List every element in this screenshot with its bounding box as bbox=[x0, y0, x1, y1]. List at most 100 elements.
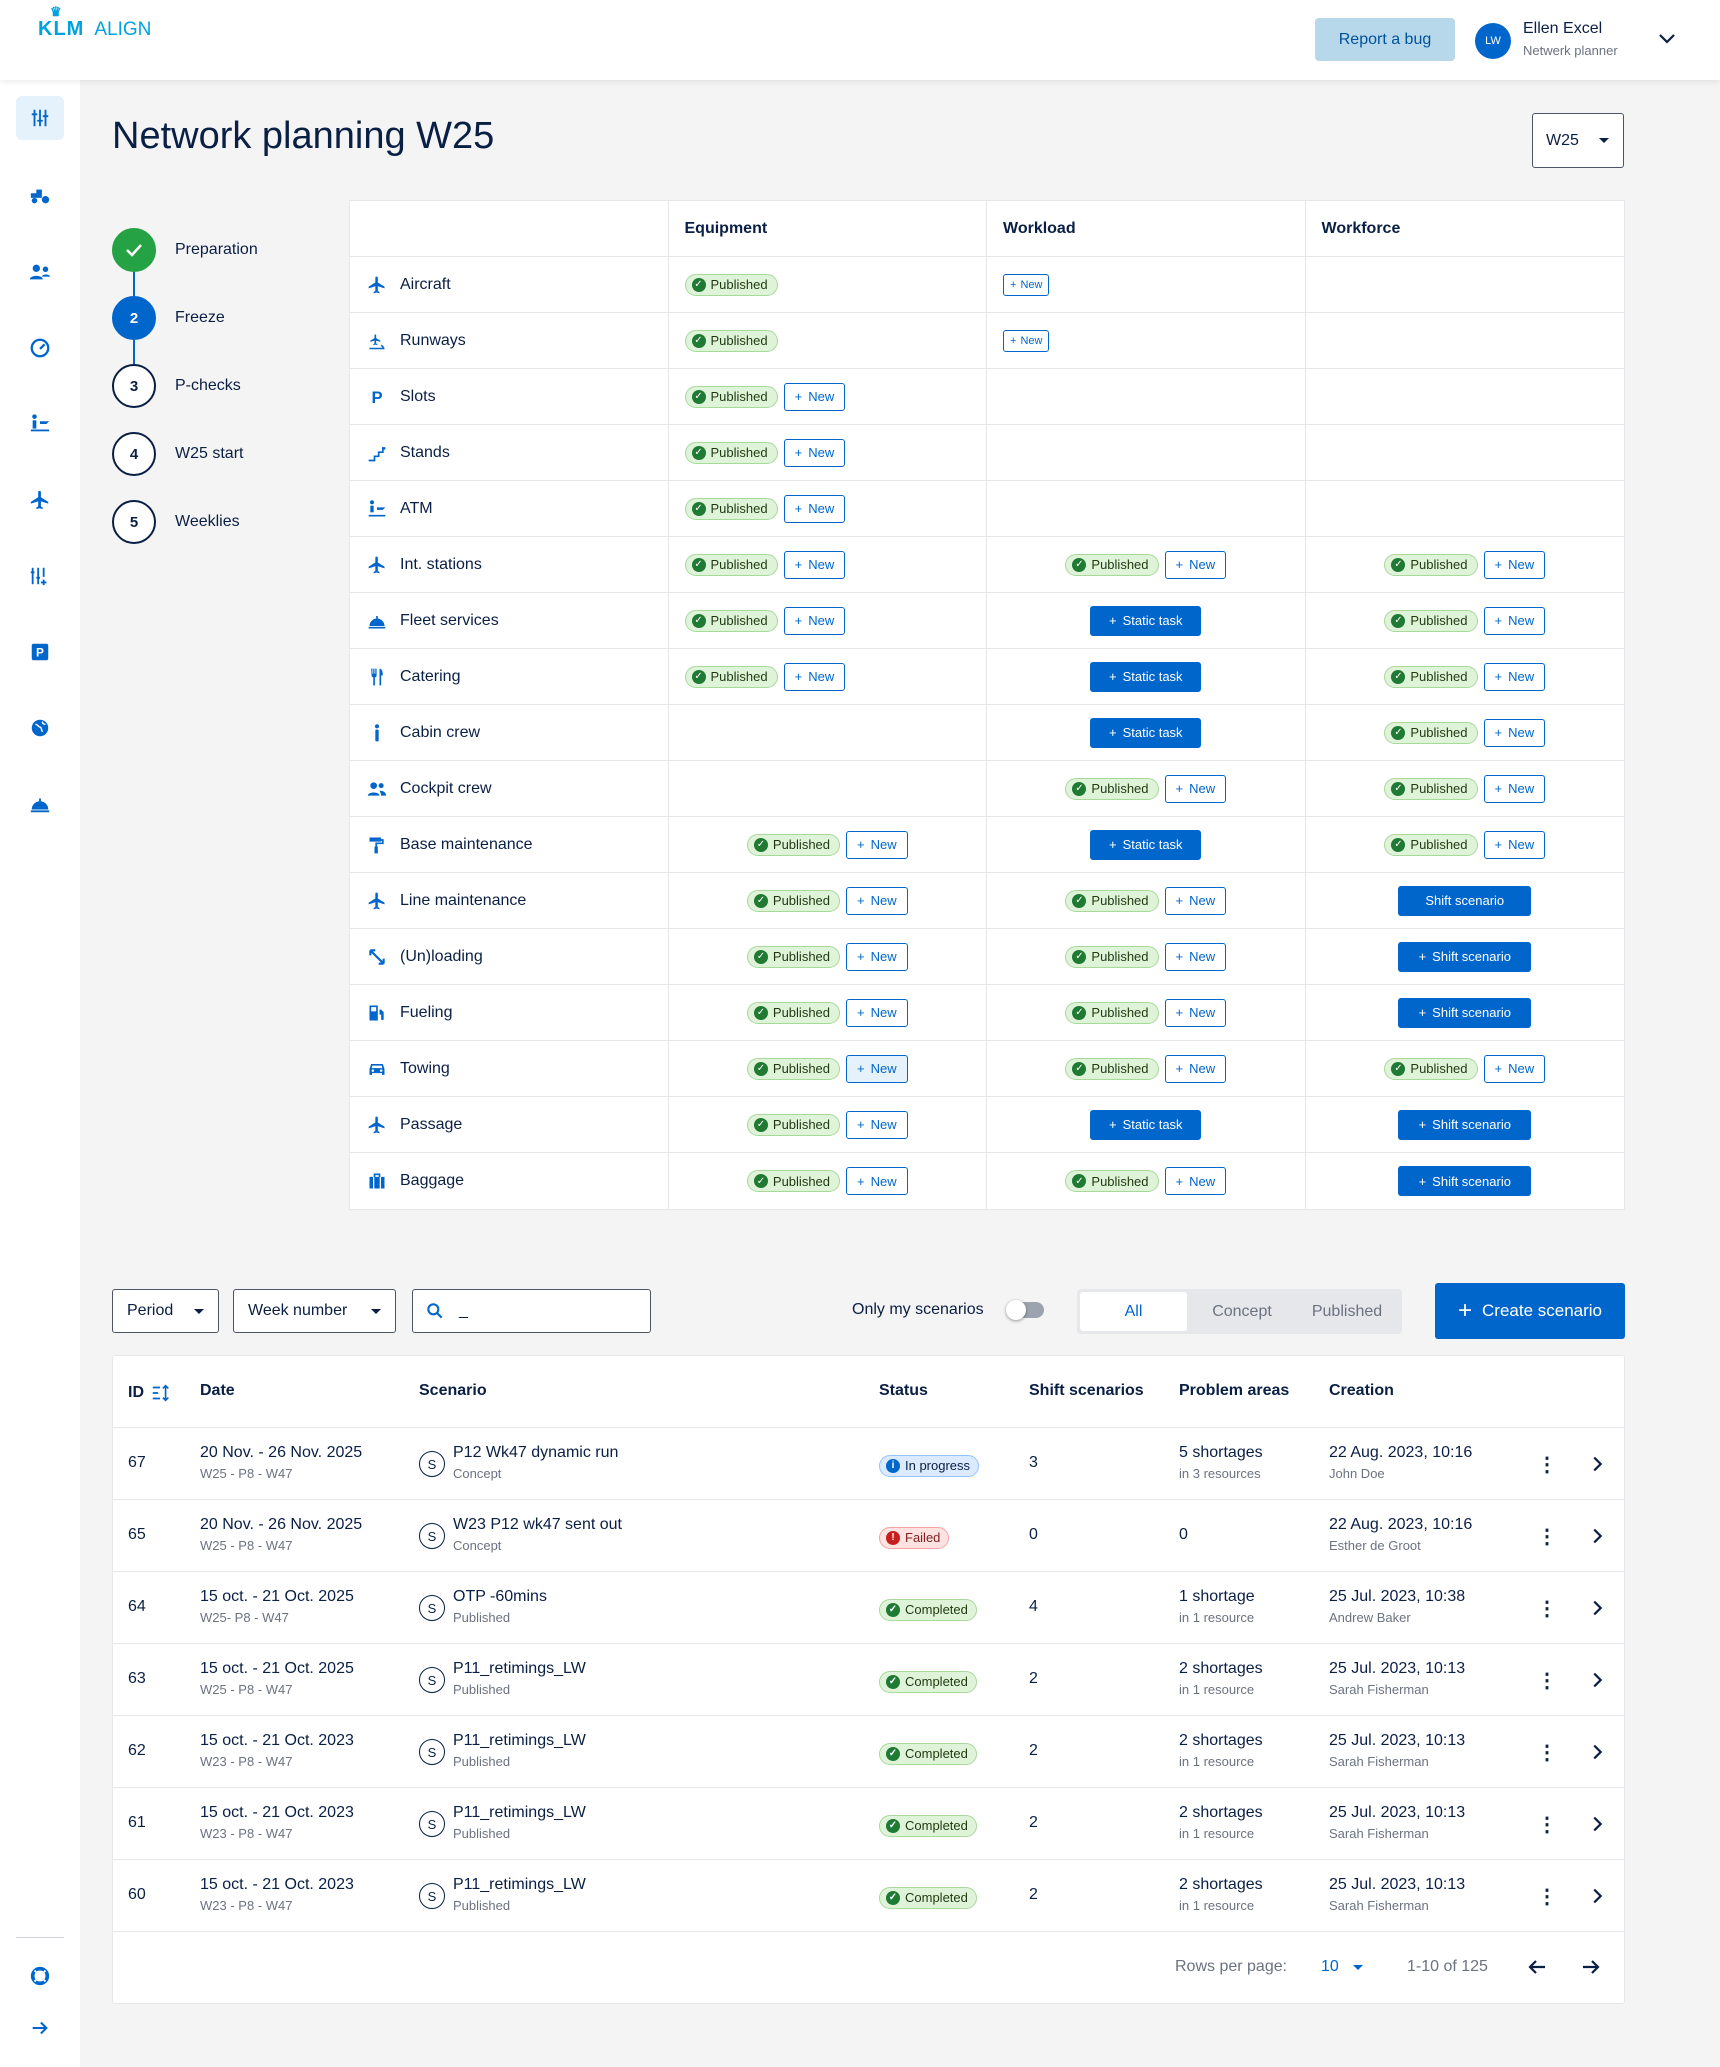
segment-concept[interactable]: Concept bbox=[1212, 1302, 1272, 1320]
new-button[interactable]: + New bbox=[846, 1167, 908, 1195]
new-button[interactable]: + New bbox=[1483, 606, 1546, 635]
new-button[interactable]: + New bbox=[783, 662, 846, 691]
step-p-checks[interactable]: 3 P-checks bbox=[112, 364, 312, 408]
table-row[interactable]: 65 20 Nov. - 26 Nov. 2025 W25 - P8 - W47 S W… bbox=[113, 1500, 1624, 1572]
passenger-icon[interactable] bbox=[16, 402, 64, 446]
segment-all[interactable]: All bbox=[1080, 1292, 1187, 1331]
shift-scenario-button[interactable]: + Shift scenario bbox=[1398, 941, 1532, 972]
segment-published[interactable]: Published bbox=[1311, 1302, 1383, 1320]
new-button[interactable]: + New bbox=[1164, 774, 1227, 803]
new-label: New bbox=[1189, 1173, 1216, 1189]
column-id[interactable]: ID bbox=[128, 1382, 172, 1404]
new-button[interactable]: + New bbox=[1483, 662, 1546, 691]
new-button[interactable]: + New bbox=[783, 550, 846, 579]
new-button[interactable]: + New bbox=[1483, 1054, 1546, 1083]
shift-scenario-button[interactable]: + Shift scenario bbox=[1398, 1109, 1532, 1140]
more-options-icon[interactable]: ⋮ bbox=[1537, 1885, 1557, 1908]
chevron-right-icon[interactable] bbox=[1586, 1597, 1608, 1619]
step-preparation[interactable]: Preparation bbox=[112, 228, 312, 272]
table-row[interactable]: 63 15 oct. - 21 Oct. 2025 W25 - P8 - W47 S P… bbox=[113, 1644, 1624, 1716]
shift-scenario-button[interactable]: + Shift scenario bbox=[1398, 997, 1532, 1028]
search-input[interactable]: _ bbox=[412, 1289, 651, 1333]
static-task-button[interactable]: + Static task bbox=[1090, 1109, 1202, 1140]
gauge-icon[interactable] bbox=[16, 326, 64, 370]
chevron-right-icon[interactable] bbox=[1586, 1741, 1608, 1763]
chevron-down-icon[interactable] bbox=[1655, 26, 1679, 50]
create-scenario-button[interactable]: + Create scenario bbox=[1435, 1283, 1625, 1339]
new-button[interactable]: + New bbox=[1164, 1054, 1227, 1083]
new-button[interactable]: + New bbox=[846, 1110, 908, 1139]
rows-per-page-select[interactable]: 10 bbox=[1321, 1958, 1363, 1976]
chevron-right-icon[interactable] bbox=[1586, 1885, 1608, 1907]
avatar[interactable]: LW bbox=[1475, 23, 1511, 59]
more-options-icon[interactable]: ⋮ bbox=[1537, 1525, 1557, 1548]
support-icon[interactable] bbox=[16, 1954, 64, 1998]
new-button[interactable]: + New bbox=[1003, 273, 1050, 296]
new-button[interactable]: + New bbox=[846, 830, 908, 859]
check-circle-icon: ✓ bbox=[1391, 557, 1406, 572]
static-task-button[interactable]: + Static task bbox=[1090, 661, 1202, 692]
static-task-button[interactable]: + Static task bbox=[1090, 605, 1202, 636]
shift-scenario-button[interactable]: Shift scenario bbox=[1398, 885, 1532, 916]
staff-icon[interactable] bbox=[16, 250, 64, 294]
new-button[interactable]: + New bbox=[1483, 774, 1546, 803]
new-button[interactable]: + New bbox=[1164, 886, 1227, 915]
tractor-icon[interactable] bbox=[16, 174, 64, 218]
new-button[interactable]: + New bbox=[1164, 942, 1227, 971]
more-options-icon[interactable]: ⋮ bbox=[1537, 1813, 1557, 1836]
table-row[interactable]: 61 15 oct. - 21 Oct. 2023 W23 - P8 - W47 S P… bbox=[113, 1788, 1624, 1860]
static-task-button[interactable]: + Static task bbox=[1090, 717, 1202, 748]
expand-arrow-icon[interactable] bbox=[16, 2006, 64, 2050]
new-button[interactable]: + New bbox=[1483, 718, 1546, 747]
report-bug-button[interactable]: Report a bug bbox=[1315, 18, 1455, 61]
more-options-icon[interactable]: ⋮ bbox=[1537, 1669, 1557, 1692]
fleet-service-icon[interactable] bbox=[16, 782, 64, 826]
more-options-icon[interactable]: ⋮ bbox=[1537, 1453, 1557, 1476]
more-options-icon[interactable]: ⋮ bbox=[1537, 1597, 1557, 1620]
new-button[interactable]: + New bbox=[1164, 998, 1227, 1027]
globe-icon[interactable] bbox=[16, 706, 64, 750]
shift-scenario-button[interactable]: + Shift scenario bbox=[1398, 1166, 1532, 1196]
new-button[interactable]: + New bbox=[846, 942, 908, 971]
chevron-right-icon[interactable] bbox=[1586, 1453, 1608, 1475]
shift-count: 2 bbox=[1029, 1742, 1038, 1759]
adjust-icon[interactable] bbox=[16, 554, 64, 598]
arrow-left-icon[interactable] bbox=[1525, 1955, 1549, 1979]
parking-icon[interactable]: P bbox=[16, 630, 64, 674]
created-by: Sarah Fisherman bbox=[1329, 1682, 1429, 1697]
new-button[interactable]: + New bbox=[783, 606, 846, 635]
airplane-icon[interactable] bbox=[16, 478, 64, 522]
new-button[interactable]: + New bbox=[846, 998, 908, 1027]
chevron-right-icon[interactable] bbox=[1586, 1525, 1608, 1547]
only-my-scenarios-toggle[interactable] bbox=[1006, 1300, 1044, 1320]
new-button[interactable]: + New bbox=[1164, 550, 1227, 579]
table-row[interactable]: 60 15 oct. - 21 Oct. 2023 W23 - P8 - W47 S P… bbox=[113, 1860, 1624, 1932]
table-row[interactable]: 62 15 oct. - 21 Oct. 2023 W23 - P8 - W47 S P… bbox=[113, 1716, 1624, 1788]
week-number-filter[interactable]: Week number bbox=[233, 1289, 396, 1333]
period-filter[interactable]: Period bbox=[112, 1289, 219, 1333]
table-row[interactable]: 67 20 Nov. - 26 Nov. 2025 W25 - P8 - W47 S P… bbox=[113, 1428, 1624, 1500]
sliders-icon[interactable] bbox=[16, 96, 64, 140]
step-weeklies[interactable]: 5 Weeklies bbox=[112, 500, 312, 544]
new-button[interactable]: + New bbox=[783, 494, 846, 523]
chevron-right-icon[interactable] bbox=[1586, 1813, 1608, 1835]
new-label: New bbox=[870, 837, 897, 852]
new-button[interactable]: + New bbox=[1003, 329, 1050, 352]
new-button[interactable]: + New bbox=[783, 438, 846, 467]
new-button[interactable]: + New bbox=[1164, 1167, 1227, 1195]
static-task-button[interactable]: + Static task bbox=[1090, 829, 1202, 860]
step-w25-start[interactable]: 4 W25 start bbox=[112, 432, 312, 476]
new-button[interactable]: + New bbox=[1483, 830, 1546, 859]
week-select[interactable]: W25 bbox=[1532, 113, 1624, 168]
sort-icon[interactable] bbox=[150, 1382, 172, 1404]
arrow-right-icon[interactable] bbox=[1579, 1955, 1603, 1979]
new-button[interactable]: + New bbox=[846, 1054, 908, 1083]
new-button[interactable]: + New bbox=[783, 382, 846, 411]
step-freeze[interactable]: 2 Freeze bbox=[112, 296, 312, 340]
more-options-icon[interactable]: ⋮ bbox=[1537, 1741, 1557, 1764]
new-button[interactable]: + New bbox=[1483, 550, 1546, 579]
klm-align-logo[interactable]: ♛ KLM ALIGN bbox=[38, 4, 151, 41]
table-row[interactable]: 64 15 oct. - 21 Oct. 2025 W25- P8 - W47 S OT… bbox=[113, 1572, 1624, 1644]
chevron-right-icon[interactable] bbox=[1586, 1669, 1608, 1691]
new-button[interactable]: + New bbox=[846, 886, 908, 915]
